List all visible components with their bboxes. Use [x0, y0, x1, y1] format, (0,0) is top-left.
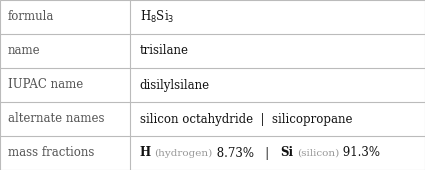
- Text: name: name: [8, 45, 41, 57]
- Text: formula: formula: [8, 11, 54, 23]
- Text: trisilane: trisilane: [140, 45, 189, 57]
- Text: Si: Si: [280, 147, 293, 159]
- Text: H$_8$Si$_3$: H$_8$Si$_3$: [140, 9, 174, 25]
- Text: alternate names: alternate names: [8, 113, 105, 125]
- Text: silicon octahydride  |  silicopropane: silicon octahydride | silicopropane: [140, 113, 352, 125]
- Text: H: H: [140, 147, 151, 159]
- Text: (silicon): (silicon): [297, 149, 339, 157]
- Text: disilylsilane: disilylsilane: [140, 79, 210, 91]
- Text: (hydrogen): (hydrogen): [155, 148, 213, 158]
- Text: mass fractions: mass fractions: [8, 147, 94, 159]
- Text: 91.3%: 91.3%: [339, 147, 380, 159]
- Text: IUPAC name: IUPAC name: [8, 79, 83, 91]
- Text: 8.73%   |: 8.73% |: [213, 147, 280, 159]
